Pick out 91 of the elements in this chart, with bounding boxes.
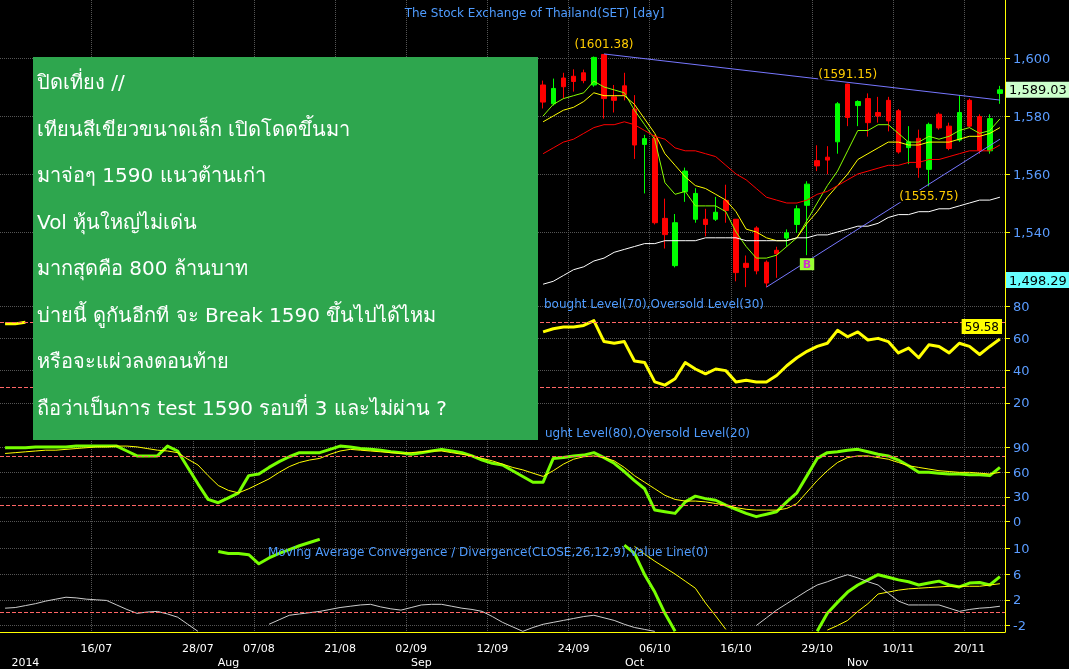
annotation: ปิดเที่ยง // [37,67,126,96]
candlestick [611,84,617,114]
candlestick [622,72,627,101]
y-tick-label: 60 [1013,464,1030,480]
y-tick-label: 80 [1013,298,1030,314]
candlestick [561,72,566,100]
y-tick-label: 6 [1013,566,1022,582]
candlestick [825,145,830,175]
candlestick [723,184,729,224]
text: The Stock Exchange of Thailand(SET) [day] [403,6,665,20]
text: (1601.38) [574,37,634,51]
y-tick-label: 30 [1013,489,1030,505]
candlestick [713,196,718,222]
candlestick [693,187,698,224]
y-tick-label: 1,560 [1013,166,1051,182]
line-series [542,80,1001,259]
annotation: มากสุดคือ 800 ล้านบาท [37,255,249,283]
candlestick [875,96,881,124]
x-tick-label: Aug [217,656,240,669]
x-tick-label: 21/08 [324,642,356,655]
line-series [542,92,1001,242]
x-tick-label: 2014 [11,656,40,669]
candlestick [886,96,891,132]
data-label: 59.58 [964,320,999,335]
candlestick [835,101,840,155]
x-tick-label: 16/10 [720,642,752,655]
candlestick [845,83,850,127]
candlestick [743,254,749,288]
annotation: บ่ายนี้ ดูกันอีกที จะ Break 1590 ขึ้นไปได้ไหม [37,300,438,330]
candlestick [551,78,556,107]
candlestick [591,56,597,88]
candlestick [967,98,972,129]
candlestick [794,204,800,234]
y-tick-label: 1,540 [1013,224,1051,240]
x-tick-label: 28/07 [182,642,214,655]
y-tick-label: 1,600 [1013,50,1051,66]
candlestick [784,228,789,248]
x-tick-label: Oct [624,656,645,669]
candlestick [916,129,921,179]
text: ught Level(80),Oversold Level(20) [545,426,751,440]
y-tick-label: 10 [1013,540,1030,556]
candlestick [703,208,708,237]
y-tick-label: 40 [1013,363,1030,379]
candlestick [997,85,1003,105]
candlestick [672,213,678,268]
candlestick [662,198,668,250]
x-tick-label: 07/08 [243,642,275,655]
text: (1555.75) [899,189,959,204]
annotation: หรือจะแผ่วลงตอนท้าย [37,348,230,375]
y-tick-label: 90 [1013,440,1030,456]
x-tick-label: Sep [410,656,432,669]
x-tick-label: 10/11 [882,642,915,655]
x-tick-label: Nov [847,656,870,669]
candlestick [936,112,942,131]
annotation: มาจ่อๆ 1590 แนวต้านเก่า [37,162,267,189]
x-tick-label: 24/09 [557,642,590,655]
candlestick [733,218,739,282]
candlestick [855,99,861,127]
text: B [802,258,812,272]
y-tick-label: -2 [1013,618,1026,634]
x-tick-label: 06/10 [638,642,671,655]
candlestick [601,53,607,120]
candlestick [896,108,901,155]
y-tick-label: 20 [1013,395,1030,411]
text: (1591.15) [818,66,878,81]
y-tick-label: 60 [1013,330,1030,346]
candlestick [581,69,586,84]
y-tick-label: 0 [1013,514,1022,530]
candlestick [540,80,546,109]
candlestick [865,92,871,138]
text: bought Level(70),Oversold Level(30) [544,297,764,311]
annotation: Vol หุ้นใหญ่ไม่เด่น [37,208,199,237]
x-tick-label: 12/09 [476,642,509,655]
candlestick [764,259,769,288]
x-tick-label: 29/10 [801,642,834,655]
candlestick [571,68,576,93]
x-tick-label: 16/07 [80,642,113,655]
candlestick [642,134,647,194]
y-tick-label: 1,580 [1013,108,1051,124]
annotation: ถือว่าเป็นการ test 1590 รอบที่ 3 และไม่ผ่าน ? [37,393,448,422]
candlestick [957,94,962,143]
candlestick [814,144,820,172]
text: 1,589.03 [1009,82,1067,98]
candlestick [804,180,810,256]
candlestick [774,246,779,279]
text: 1,498.29 [1009,272,1067,288]
y-tick-label: 2 [1013,592,1022,608]
candlestick [926,122,932,187]
x-tick-label: 20/11 [953,642,986,655]
annotation: เทียนสีเขียวขนาดเล็ก เปิดโดดขึ้นมา [37,114,352,143]
x-tick-label: 02/09 [395,642,427,655]
